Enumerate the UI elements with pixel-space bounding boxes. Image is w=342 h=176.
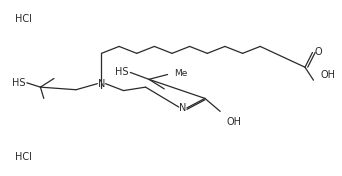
Text: N: N xyxy=(179,103,186,113)
Text: HS: HS xyxy=(115,67,129,77)
Text: OH: OH xyxy=(227,117,242,127)
Text: HCl: HCl xyxy=(15,14,32,24)
Text: OH: OH xyxy=(320,70,335,80)
Text: HS: HS xyxy=(12,78,25,88)
Text: HCl: HCl xyxy=(15,152,32,162)
Text: N: N xyxy=(98,79,105,89)
Text: Me: Me xyxy=(174,69,187,78)
Text: O: O xyxy=(315,47,323,57)
